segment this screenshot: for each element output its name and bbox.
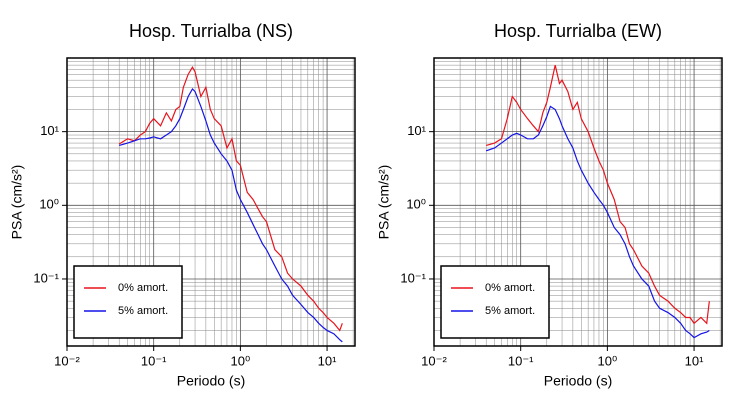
y-tick-label: 10⁻¹ <box>400 270 426 285</box>
x-tick-label: 10⁻² <box>421 353 447 368</box>
series-line <box>118 66 343 332</box>
legend-label: 5% amort. <box>485 305 535 317</box>
y-axis-label: PSA (cm/s²) <box>376 165 392 240</box>
subplot: Hosp. Turrialba (NS) 10⁻² 10⁻¹ 10⁰ 10¹ 10⁻¹ 10… <box>9 21 356 389</box>
y-tick-label: 10⁰ <box>39 197 59 212</box>
y-tick-label: 10¹ <box>407 123 426 138</box>
series-line <box>486 105 710 339</box>
plot-frame <box>66 57 356 347</box>
legend-box <box>440 265 550 339</box>
x-tick-label: 10⁻¹ <box>508 353 534 368</box>
legend-label: 0% amort. <box>485 282 535 294</box>
legend-label: 5% amort. <box>118 305 168 317</box>
legend-label: 0% amort. <box>118 282 168 294</box>
x-tick-label: 10⁰ <box>598 353 618 368</box>
y-axis-label: PSA (cm/s²) <box>9 165 25 240</box>
legend-box <box>73 265 183 339</box>
x-tick-label: 10⁰ <box>231 353 251 368</box>
subplot: Hosp. Turrialba (EW) 10⁻² 10⁻¹ 10⁰ 10¹ 10⁻¹ 10… <box>376 21 723 389</box>
plot-frame <box>433 57 723 347</box>
series-line <box>119 87 343 343</box>
x-axis-label: Periodo (s) <box>177 373 245 389</box>
x-tick-label: 10¹ <box>318 353 337 368</box>
y-tick-label: 10⁰ <box>406 197 426 212</box>
x-tick-label: 10⁻² <box>54 353 80 368</box>
y-tick-label: 10⁻¹ <box>33 270 59 285</box>
x-axis-label: Periodo (s) <box>544 373 612 389</box>
series-line <box>486 65 710 325</box>
chart-title: Hosp. Turrialba (EW) <box>494 21 662 41</box>
chart-title: Hosp. Turrialba (NS) <box>129 21 293 41</box>
x-tick-label: 10¹ <box>685 353 704 368</box>
y-tick-label: 10¹ <box>40 123 59 138</box>
x-tick-label: 10⁻¹ <box>141 353 167 368</box>
